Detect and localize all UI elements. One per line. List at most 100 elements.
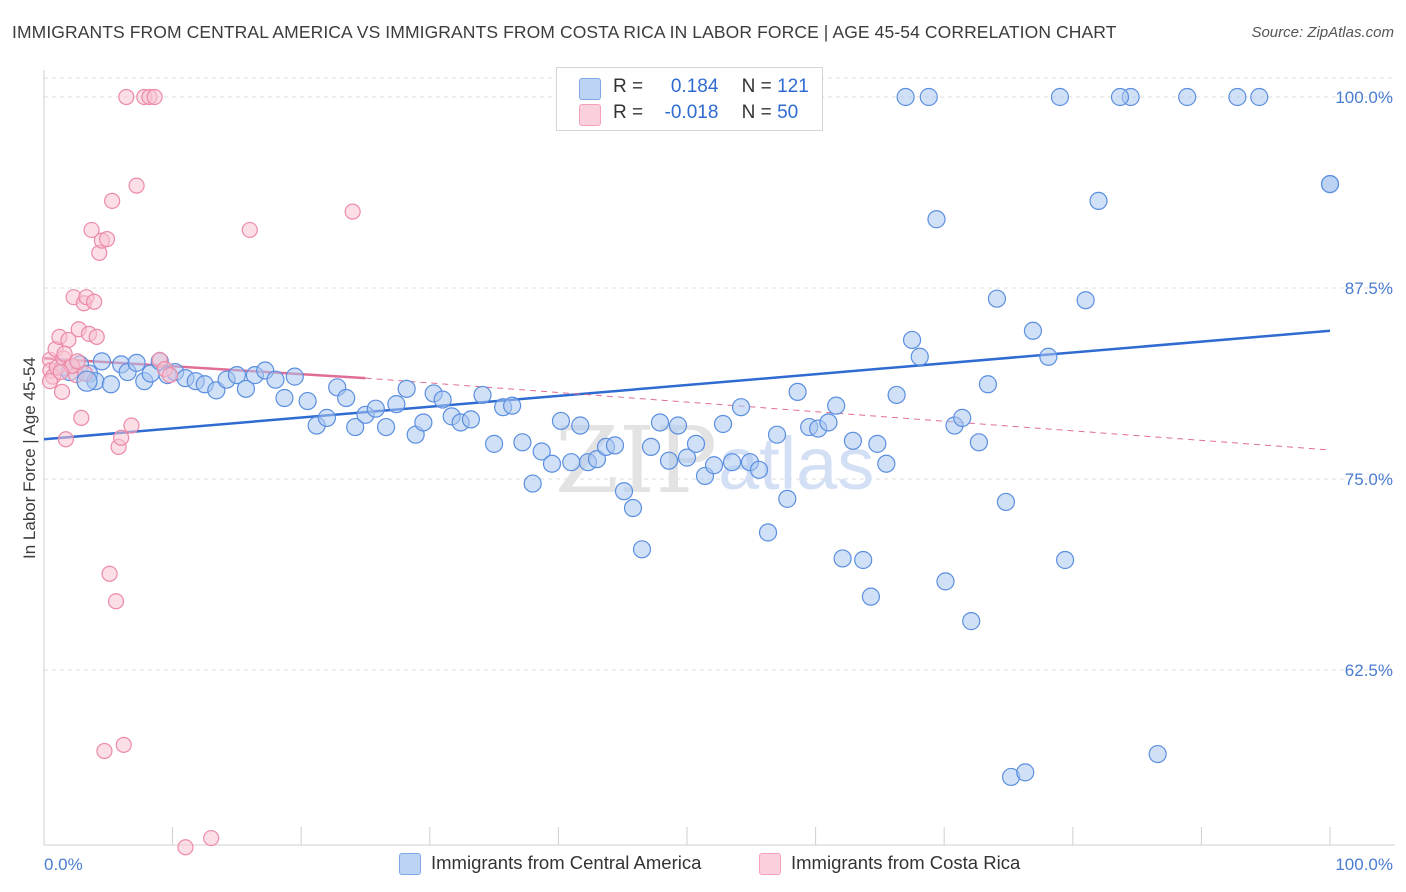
data-point-central-america xyxy=(978,375,998,394)
data-point-central-america xyxy=(623,498,643,518)
data-point-costa-rica xyxy=(98,231,116,248)
data-point-costa-rica xyxy=(52,363,69,381)
data-point-central-america xyxy=(587,450,607,469)
data-point-central-america xyxy=(843,431,862,450)
data-point-central-america xyxy=(1250,87,1269,107)
data-point-central-america xyxy=(919,87,938,107)
data-point-central-america xyxy=(887,385,906,405)
data-point-costa-rica xyxy=(56,345,73,362)
data-point-central-america xyxy=(346,417,365,437)
data-point-costa-rica xyxy=(113,429,130,446)
data-point-central-america xyxy=(686,434,706,453)
data-point-central-america xyxy=(953,408,972,427)
data-point-central-america xyxy=(819,413,838,432)
data-point-costa-rica xyxy=(118,88,135,106)
data-point-central-america xyxy=(1178,87,1197,107)
data-point-central-america xyxy=(376,417,396,437)
stats-legend: R = 0.184 N = 121 R = -0.018 N = 50 xyxy=(556,67,823,131)
data-point-central-america xyxy=(659,451,679,470)
data-point-central-america xyxy=(513,433,532,452)
data-point-central-america xyxy=(236,379,256,398)
data-point-costa-rica xyxy=(86,293,103,310)
data-point-central-america xyxy=(1089,191,1108,211)
data-point-central-america xyxy=(92,352,111,371)
data-point-central-america xyxy=(1320,174,1340,194)
legend-n-value: 50 xyxy=(777,102,799,123)
y-tick-label: 100.0% xyxy=(1335,88,1393,107)
legend-r-value: 0.184 xyxy=(670,76,719,97)
data-point-central-america xyxy=(397,379,416,398)
legend-r-label: R = xyxy=(613,102,644,123)
y-tick-label: 62.5% xyxy=(1345,661,1393,680)
data-point-costa-rica xyxy=(177,839,194,856)
data-point-central-america xyxy=(996,492,1016,512)
data-point-central-america xyxy=(542,454,562,473)
data-point-central-america xyxy=(910,347,929,366)
data-point-central-america xyxy=(722,453,742,472)
data-point-central-america xyxy=(1039,347,1058,366)
data-point-central-america xyxy=(101,375,120,394)
data-point-costa-rica xyxy=(88,328,105,345)
data-point-central-america xyxy=(969,433,989,452)
data-point-central-america xyxy=(551,411,571,431)
data-point-central-america xyxy=(1050,87,1070,107)
data-point-central-america xyxy=(677,448,697,467)
data-point-central-america xyxy=(1228,87,1247,107)
bottom-legend-swatch-pink xyxy=(759,853,781,875)
data-point-central-america xyxy=(275,388,294,408)
data-point-central-america xyxy=(461,410,481,429)
data-point-central-america xyxy=(778,489,797,508)
data-point-central-america xyxy=(1023,321,1043,340)
y-tick-label: 75.0% xyxy=(1345,470,1393,489)
data-point-costa-rica xyxy=(96,742,113,760)
data-point-central-america xyxy=(298,391,317,411)
y-tick-label: 87.5% xyxy=(1345,279,1393,298)
data-point-costa-rica xyxy=(123,417,140,434)
bottom-legend-label: Immigrants from Central America xyxy=(431,852,702,873)
data-point-central-america xyxy=(713,414,733,434)
data-point-costa-rica xyxy=(83,221,100,239)
data-point-central-america xyxy=(896,87,915,107)
data-point-central-america xyxy=(266,370,285,389)
data-point-central-america xyxy=(337,388,356,408)
data-point-central-america xyxy=(987,289,1007,308)
data-point-central-america xyxy=(562,453,581,472)
data-point-central-america xyxy=(1016,763,1035,782)
legend-n-value: 121 xyxy=(777,76,809,97)
legend-swatch-blue xyxy=(579,78,601,100)
data-point-central-america xyxy=(749,460,769,479)
data-point-costa-rica xyxy=(107,593,125,610)
data-point-costa-rica xyxy=(128,177,145,194)
data-point-costa-rica xyxy=(53,383,71,401)
trend-line-central-america xyxy=(43,329,1331,441)
data-point-central-america xyxy=(532,442,551,461)
legend-n-label: N = xyxy=(741,76,772,97)
data-point-central-america xyxy=(877,454,896,473)
data-point-central-america xyxy=(285,367,304,386)
data-point-central-america xyxy=(868,434,887,453)
data-point-costa-rica xyxy=(344,203,361,220)
data-point-central-america xyxy=(962,612,981,631)
axis-layer: 100.0% 87.5% 75.0% 62.5% 0.0% 100.0% xyxy=(43,70,1395,874)
data-point-central-america xyxy=(1148,744,1167,764)
data-point-central-america xyxy=(227,365,246,385)
data-point-central-america xyxy=(854,550,873,570)
bottom-legend-label: Immigrants from Costa Rica xyxy=(791,852,1021,873)
data-point-central-america xyxy=(387,395,406,414)
legend-swatch-pink xyxy=(579,104,601,126)
legend-r-value: -0.018 xyxy=(664,102,719,123)
chart-title: IMMIGRANTS FROM CENTRAL AMERICA VS IMMIG… xyxy=(12,22,1117,42)
bottom-legend-swatch-blue xyxy=(399,853,421,875)
data-point-central-america xyxy=(767,425,787,444)
points-layer xyxy=(41,87,1340,856)
data-point-costa-rica xyxy=(69,353,86,370)
data-point-central-america xyxy=(605,436,625,455)
data-point-central-america xyxy=(414,413,433,432)
data-point-costa-rica xyxy=(146,88,163,106)
data-point-central-america xyxy=(1076,291,1095,310)
data-point-costa-rica xyxy=(73,409,90,426)
data-point-central-america xyxy=(632,540,652,559)
data-point-central-america xyxy=(927,210,946,229)
chart-source: Source: ZipAtlas.com xyxy=(1251,24,1394,41)
